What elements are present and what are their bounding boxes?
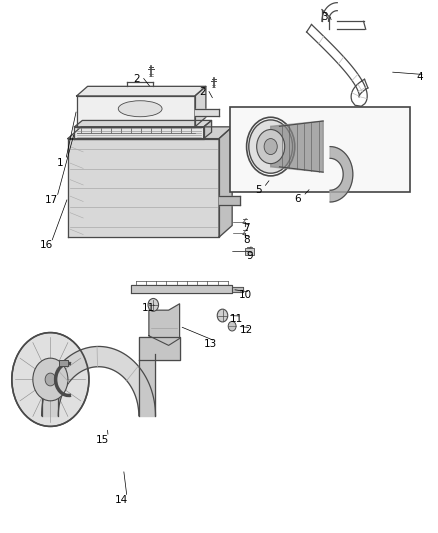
Polygon shape <box>42 346 155 416</box>
Bar <box>230 107 410 192</box>
Polygon shape <box>330 147 353 202</box>
Text: 12: 12 <box>240 326 253 335</box>
Polygon shape <box>219 196 240 205</box>
Text: 11: 11 <box>142 303 155 313</box>
Polygon shape <box>139 337 180 360</box>
Polygon shape <box>68 127 232 139</box>
Circle shape <box>264 139 277 155</box>
Text: 14: 14 <box>115 495 128 505</box>
Bar <box>245 248 254 255</box>
Polygon shape <box>139 360 155 416</box>
Polygon shape <box>77 96 195 127</box>
Text: 17: 17 <box>45 195 58 205</box>
Text: 16: 16 <box>39 240 53 250</box>
Text: 7: 7 <box>243 223 250 233</box>
Circle shape <box>12 333 89 426</box>
Polygon shape <box>195 109 219 116</box>
Polygon shape <box>219 127 232 237</box>
Text: 15: 15 <box>96 435 110 445</box>
Polygon shape <box>42 365 58 416</box>
Polygon shape <box>232 287 243 292</box>
Polygon shape <box>74 127 204 139</box>
Bar <box>59 360 68 366</box>
Circle shape <box>148 298 159 311</box>
Polygon shape <box>131 285 232 293</box>
Circle shape <box>217 309 228 322</box>
Text: 2: 2 <box>133 74 140 84</box>
Text: 13: 13 <box>204 339 217 349</box>
Polygon shape <box>204 120 212 139</box>
Text: 9: 9 <box>246 251 253 261</box>
Polygon shape <box>74 120 212 127</box>
Circle shape <box>257 130 285 164</box>
Text: 5: 5 <box>255 185 262 195</box>
Text: 6: 6 <box>294 194 301 204</box>
Polygon shape <box>149 304 180 345</box>
Circle shape <box>249 120 293 173</box>
Polygon shape <box>77 86 206 96</box>
Circle shape <box>228 321 236 331</box>
Text: 11: 11 <box>230 314 243 324</box>
Polygon shape <box>271 121 323 172</box>
Text: 8: 8 <box>243 235 250 245</box>
Text: 3: 3 <box>321 12 328 22</box>
Polygon shape <box>195 86 206 127</box>
Text: 4: 4 <box>416 72 423 82</box>
Circle shape <box>45 373 56 386</box>
Text: 1: 1 <box>57 158 64 167</box>
Polygon shape <box>68 139 219 237</box>
Circle shape <box>33 358 68 401</box>
Text: 10: 10 <box>239 290 252 300</box>
Ellipse shape <box>118 101 162 117</box>
Text: 2: 2 <box>199 87 206 96</box>
